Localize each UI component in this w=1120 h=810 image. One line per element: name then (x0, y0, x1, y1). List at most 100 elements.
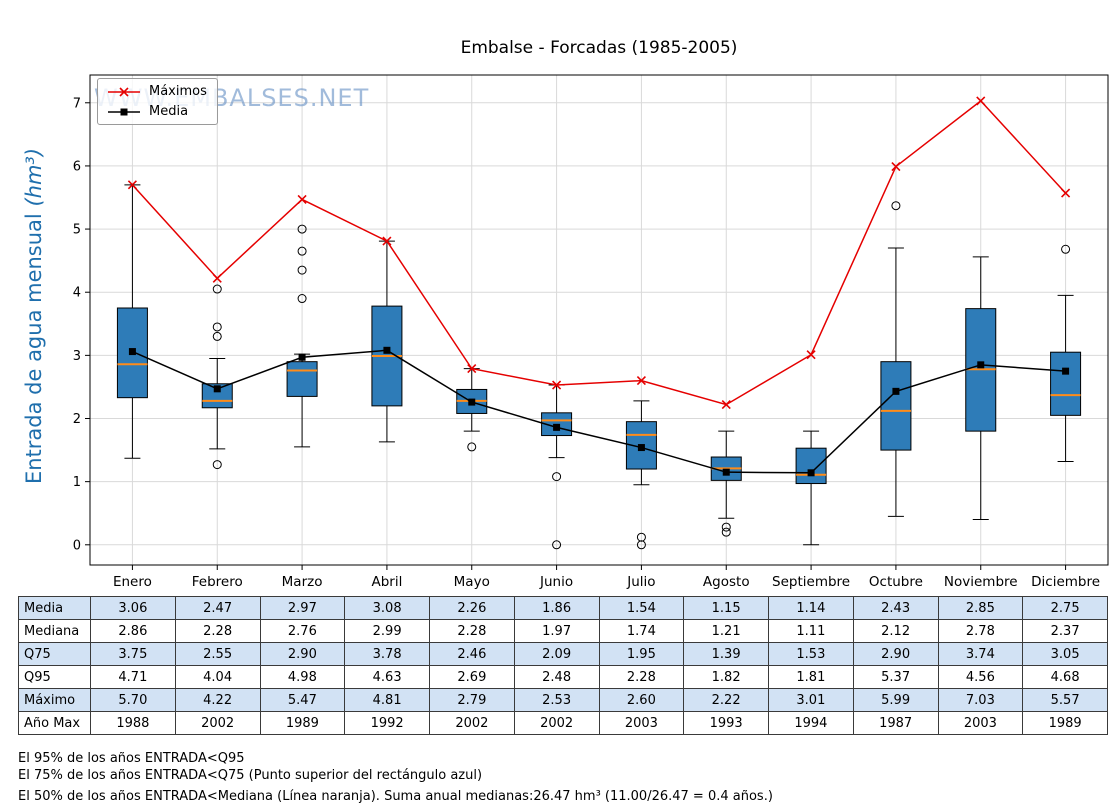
box-Octubre (880, 361, 912, 451)
table-row-media: Media 3.06 2.47 2.97 3.08 2.26 1.86 1.54 1.15 1.1… (18, 596, 1108, 620)
table-cell: 2003 (598, 711, 685, 735)
x-tick-label: Mayo (454, 574, 490, 590)
table-cell: 1989 (259, 711, 346, 735)
series-media (128, 346, 1070, 477)
table-cell: 4.04 (174, 665, 261, 689)
table-cell: 1994 (768, 711, 854, 735)
legend: Máximos Media (97, 78, 218, 125)
table-cell: 1992 (344, 711, 430, 735)
table-row-q75: Q75 3.75 2.55 2.90 3.78 2.46 2.09 1.95 1.39 1.53 2… (18, 642, 1108, 666)
table-cell: 2.85 (937, 596, 1024, 620)
y-tick-label: 3 (73, 349, 81, 364)
box-Marzo (286, 361, 318, 397)
boxplot-chart: 0 1 2 3 4 5 6 7 Enero Febrero Marzo Abril Mayo Junio J… (73, 74, 1109, 590)
y-tick-label: 2 (73, 412, 81, 427)
table-cell: 3.06 (90, 596, 176, 620)
outlier-point (297, 246, 307, 256)
outlier-point (297, 294, 307, 304)
table-cell: 5.47 (259, 688, 346, 712)
outlier-point (467, 442, 477, 452)
table-row-máximo: Máximo 5.70 4.22 5.47 4.81 2.79 2.53 2.60 2.22 3.… (18, 688, 1108, 712)
table-row-label: Máximo (18, 688, 91, 712)
boxplot-boxes (116, 184, 1082, 550)
table-cell: 2.28 (429, 619, 515, 643)
table-cell: 1.95 (598, 642, 685, 666)
table-cell: 2.76 (259, 619, 346, 643)
axes-ticks-labels: 0 1 2 3 4 5 6 7 Enero Febrero Marzo Abril Mayo Junio J… (73, 96, 1100, 590)
x-tick-label: Julio (626, 574, 655, 590)
table-cell: 3.78 (344, 642, 430, 666)
outlier-point (212, 331, 222, 341)
table-cell: 2.26 (429, 596, 515, 620)
x-tick-label: Marzo (282, 574, 323, 590)
table-cell: 1.54 (598, 596, 685, 620)
table-cell: 7.03 (937, 688, 1024, 712)
x-tick-label: Diciembre (1031, 574, 1100, 590)
table-row-label: Q75 (18, 642, 91, 666)
table-cell: 1987 (852, 711, 939, 735)
table-cell: 2.79 (429, 688, 515, 712)
outlier-point (1061, 244, 1071, 254)
table-cell: 4.56 (937, 665, 1024, 689)
table-cell: 1.15 (683, 596, 769, 620)
table-row-label: Año Max (18, 711, 91, 735)
x-tick-label: Octubre (869, 574, 923, 590)
table-cell: 2.69 (429, 665, 515, 689)
footnotes: El 95% de los años ENTRADA<Q95 El 75% de … (18, 750, 773, 805)
outlier-point (212, 284, 222, 294)
table-cell: 2002 (429, 711, 515, 735)
table-cell: 1.74 (598, 619, 685, 643)
x-tick-label: Enero (113, 574, 152, 590)
table-cell: 2.90 (259, 642, 346, 666)
footnote: El 50% de los años ENTRADA<Mediana (Líne… (18, 789, 773, 804)
table-cell: 2.75 (1022, 596, 1108, 620)
table-cell: 1993 (683, 711, 769, 735)
table-cell: 2.48 (513, 665, 600, 689)
table-cell: 5.37 (852, 665, 939, 689)
table-cell: 1.97 (513, 619, 600, 643)
table-cell: 5.70 (90, 688, 176, 712)
table-cell: 2.47 (174, 596, 261, 620)
table-cell: 1.81 (768, 665, 854, 689)
table-cell: 5.99 (852, 688, 939, 712)
media-marker-icon (108, 108, 140, 115)
table-cell: 1.86 (513, 596, 600, 620)
table-cell: 4.98 (259, 665, 346, 689)
footnote: El 95% de los años ENTRADA<Q95 (18, 751, 245, 766)
table-cell: 1.39 (683, 642, 769, 666)
outlier-point (636, 540, 646, 550)
legend-item-maximos: Máximos (106, 84, 207, 99)
table-cell: 2002 (174, 711, 261, 735)
series-maximos (127, 96, 1071, 410)
footnote: El 75% de los años ENTRADA<Q75 (Punto su… (18, 768, 483, 783)
stats-table: Media 3.06 2.47 2.97 3.08 2.26 1.86 1.54 1.15 1.1… (18, 596, 1108, 735)
table-cell: 4.68 (1022, 665, 1108, 689)
table-cell: 3.01 (768, 688, 854, 712)
table-cell: 2.55 (174, 642, 261, 666)
table-cell: 4.63 (344, 665, 430, 689)
x-tick-label: Abril (371, 574, 402, 590)
table-cell: 2003 (937, 711, 1024, 735)
table-cell: 2002 (513, 711, 600, 735)
y-tick-label: 1 (73, 475, 81, 490)
box-Septiembre (795, 447, 827, 485)
table-cell: 2.22 (683, 688, 769, 712)
table-cell: 1.21 (683, 619, 769, 643)
x-tick-label: Septiembre (772, 574, 850, 590)
table-cell: 2.46 (429, 642, 515, 666)
table-row-label: Q95 (18, 665, 91, 689)
chart-title: Embalse - Forcadas (1985-2005) (460, 38, 738, 58)
table-row-label: Mediana (18, 619, 91, 643)
plot-frame (89, 74, 1109, 566)
table-row-mediana: Mediana 2.86 2.28 2.76 2.99 2.28 1.97 1.74 1.21 1… (18, 619, 1108, 643)
y-tick-label: 4 (73, 286, 81, 301)
table-cell: 5.57 (1022, 688, 1108, 712)
box-Diciembre (1050, 351, 1082, 416)
y-tick-label: 5 (73, 223, 81, 238)
table-cell: 1.11 (768, 619, 854, 643)
x-tick-label: Junio (539, 574, 573, 590)
outlier-point (297, 224, 307, 234)
table-cell: 2.28 (598, 665, 685, 689)
table-cell: 3.05 (1022, 642, 1108, 666)
